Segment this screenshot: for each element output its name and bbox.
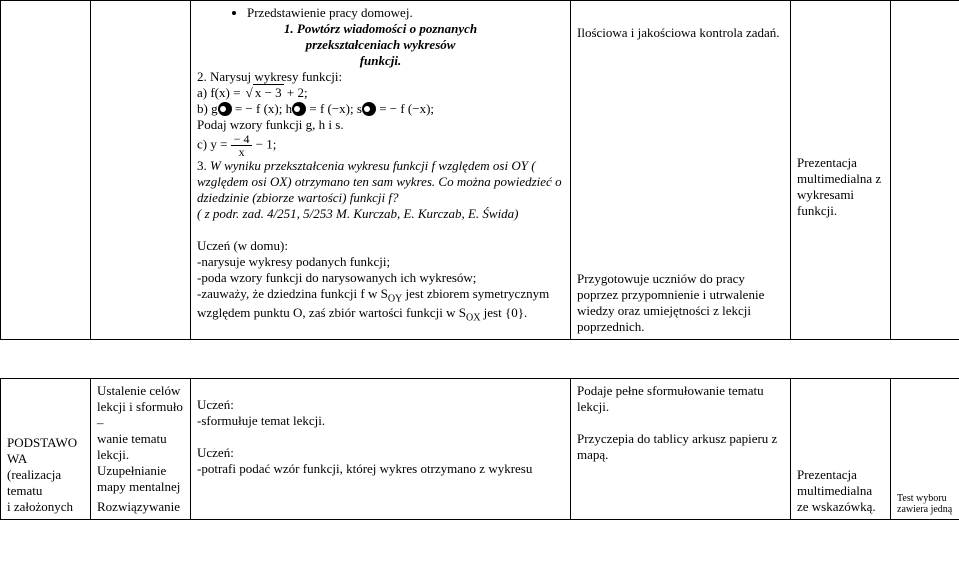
cell-d1: Ilościowa i jakościowa kontrola zadań. P… (571, 1, 791, 340)
text: Prezentacja (797, 467, 884, 483)
cell-d2: Podaje pełne sformułowanie tematu lekcji… (571, 379, 791, 520)
text: mapy mentalnej (97, 479, 184, 495)
text: Przyczepia do tablicy arkusz papieru z m… (577, 431, 784, 463)
cell-f1 (891, 1, 959, 340)
cell-b1 (91, 1, 191, 340)
cell-c2: Uczeń: -sformułuje temat lekcji. Uczeń: … (191, 379, 571, 520)
title-line: 1. Powtórz wiadomości o poznanych (197, 21, 564, 37)
cell-a2: PODSTAWOWA (realizacja tematu i założony… (1, 379, 91, 520)
formula-c: c) y = − 4x − 1; (197, 133, 564, 158)
reference: ( z podr. zad. 4/251, 5/253 M. Kurczab, … (197, 206, 564, 222)
paragraph-3: 3. W wyniku przekształcenia wykresu funk… (197, 158, 564, 206)
formula-b: b) g = − f (x); h = f (−x); s = − f (−x)… (197, 101, 564, 117)
text: -potrafi podać wzór funkcji, której wykr… (197, 461, 564, 477)
cell-e1: Prezentacja multimedialna z wykresami fu… (791, 1, 891, 340)
text: ze wskazówką. (797, 499, 884, 515)
text: wanie tematu (97, 431, 184, 447)
bullet-item: Przedstawienie pracy domowej. (247, 5, 564, 21)
table-row: Przedstawienie pracy domowej. 1. Powtórz… (1, 1, 959, 340)
home-line: -narysuje wykresy podanych funkcji; (197, 254, 564, 270)
home-line: -zauważy, że dziedzina funkcji f w SOY j… (197, 286, 564, 323)
text: Ustalenie celów (97, 383, 184, 399)
cell-c1: Przedstawienie pracy domowej. 1. Powtórz… (191, 1, 571, 340)
heading: Uczeń: (197, 445, 564, 461)
text: Podaje pełne sformułowanie tematu lekcji… (577, 383, 784, 415)
home-line: -poda wzory funkcji do narysowanych ich … (197, 270, 564, 286)
text: Podaj wzory funkcji g, h i s. (197, 117, 564, 133)
cell-a1 (1, 1, 91, 340)
title-line: funkcji. (197, 53, 564, 69)
cell-e2: Prezentacja multimedialna ze wskazówką. (791, 379, 891, 520)
text: i założonych (7, 499, 84, 515)
text: Przygotowuje uczniów do pracy poprzez pr… (577, 271, 784, 335)
text: lekcji. (97, 447, 184, 463)
text: Uzupełnianie (97, 463, 184, 479)
heading: Uczeń: (197, 397, 564, 413)
text: Test wyboru zawiera jedną (897, 493, 953, 515)
cell-b2: Ustalenie celów lekcji i sformuło – wani… (91, 379, 191, 520)
text: PODSTAWOWA (7, 435, 84, 467)
lesson-table: Przedstawienie pracy domowej. 1. Powtórz… (0, 0, 959, 520)
cell-f2: Test wyboru zawiera jedną (891, 379, 959, 520)
title-line: przekształceniach wykresów (197, 37, 564, 53)
text: (realizacja tematu (7, 467, 84, 499)
text: Ilościowa i jakościowa kontrola zadań. (577, 25, 784, 41)
table-row: PODSTAWOWA (realizacja tematu i założony… (1, 379, 959, 520)
text: multimedialna (797, 483, 884, 499)
text: 2. Narysuj wykresy funkcji: (197, 69, 564, 85)
spacer-row (1, 340, 959, 379)
formula-a: a) f(x) = x − 3 + 2; (197, 85, 564, 101)
text: Rozwiązywanie (97, 499, 184, 515)
text: lekcji i sformuło – (97, 399, 184, 431)
text: -sformułuje temat lekcji. (197, 413, 564, 429)
text: Prezentacja multimedialna z wykresami fu… (797, 155, 884, 219)
home-heading: Uczeń (w domu): (197, 238, 564, 254)
